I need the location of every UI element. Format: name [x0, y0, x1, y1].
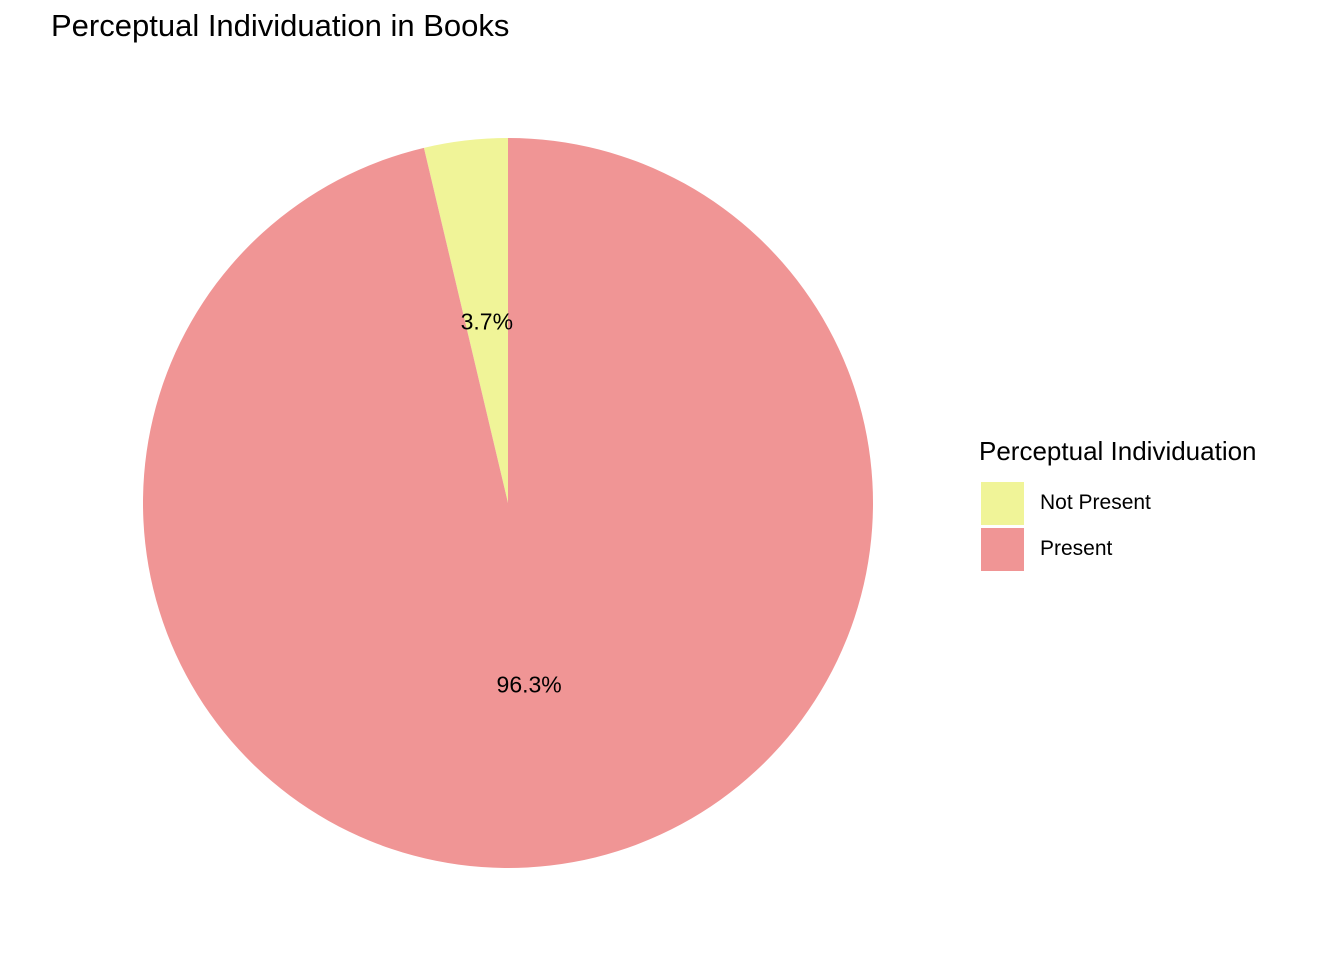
pie-slice-not-present [423, 138, 508, 503]
legend-label-present: Present [1040, 537, 1113, 560]
slice-label-present: 96.3% [497, 671, 562, 697]
legend-label-not-present: Not Present [1040, 491, 1151, 514]
legend-swatch-present [981, 527, 1024, 571]
legend-item-present: Present [979, 526, 1257, 572]
pie-labels: 3.7% 96.3% [461, 309, 562, 698]
legend: Perceptual Individuation Not Present Pre… [979, 436, 1257, 572]
legend-swatch-not-present [981, 481, 1024, 525]
legend-title: Perceptual Individuation [979, 436, 1257, 466]
pie-slices [142, 138, 874, 869]
pie-slice-present [142, 138, 874, 869]
legend-item-not-present: Not Present [979, 480, 1257, 526]
chart-title: Perceptual Individuation in Books [51, 8, 510, 43]
slice-label-not-present: 3.7% [461, 309, 513, 335]
